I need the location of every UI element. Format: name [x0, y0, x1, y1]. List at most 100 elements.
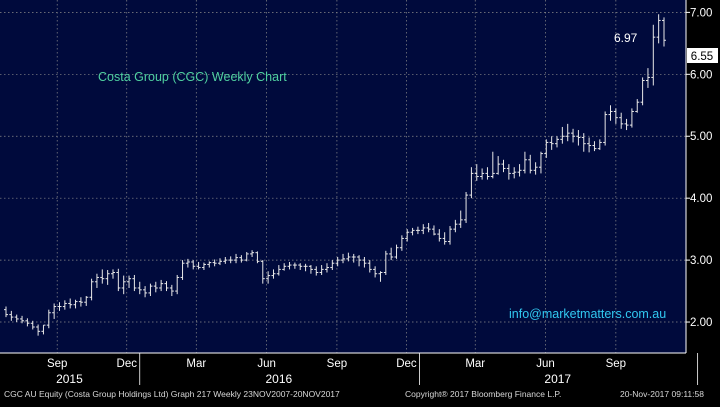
ohlc-bar: [597, 139, 602, 150]
ohlc-bar: [394, 244, 399, 259]
ohlc-bar: [94, 273, 99, 288]
ohlc-bar: [522, 151, 527, 174]
ohlc-bar: [506, 164, 511, 180]
ohlc-bar: [501, 159, 506, 173]
ohlc-bar: [250, 250, 255, 258]
ohlc-bar: [662, 17, 666, 47]
ohlc-bar: [351, 253, 356, 263]
watermark-text: info@marketmatters.com.au: [509, 307, 666, 321]
y-tick-label: 6.00: [690, 69, 712, 81]
x-month-label: Mar: [186, 358, 206, 370]
ohlc-bar: [314, 266, 319, 276]
ohlc-bar: [137, 281, 142, 295]
ohlc-bar: [276, 265, 281, 276]
ohlc-bar: [603, 111, 608, 146]
ohlc-bar: [367, 260, 372, 273]
ohlc-bar: [587, 137, 592, 153]
ohlc-bar: [555, 136, 560, 148]
ohlc-bar: [292, 262, 297, 269]
x-year-label: 2016: [265, 372, 292, 386]
ohlc-bar: [159, 279, 164, 292]
ohlc-bar: [234, 253, 239, 264]
x-axis: Sep Dec Mar Jun Sep Dec Mar Jun Sep 2015 2016 2017: [0, 352, 699, 386]
ohlc-bar: [207, 261, 212, 268]
ohlc-bar: [512, 167, 517, 179]
ohlc-bar: [308, 265, 313, 274]
grid-lines: [0, 0, 686, 353]
ohlc-bar: [645, 68, 650, 88]
y-tick-label: 2.00: [690, 317, 712, 329]
x-month-label: Sep: [47, 358, 67, 370]
ohlc-bar: [116, 268, 121, 292]
ohlc-bar: [78, 297, 83, 307]
ohlc-bar: [490, 151, 495, 179]
ohlc-bar: [549, 136, 554, 150]
ohlc-bar: [538, 151, 543, 174]
ohlc-bar: [212, 259, 217, 267]
y-tick-label: 3.00: [690, 255, 712, 267]
footer-bar: CGC AU Equity (Costa Group Holdings Ltd)…: [0, 387, 720, 402]
ohlc-bar: [57, 302, 62, 311]
ohlc-bar: [153, 281, 158, 293]
ohlc-bar: [185, 258, 190, 268]
ohlc-bar: [341, 253, 346, 264]
y-tick-label: 4.00: [690, 193, 712, 205]
ohlc-bar: [46, 309, 51, 329]
y-tick-label: 7.00: [690, 7, 712, 19]
ohlc-bar: [52, 303, 57, 319]
ohlc-bar: [608, 105, 613, 121]
plot-area: [0, 0, 686, 353]
ohlc-bar: [480, 168, 485, 180]
chart-title: Costa Group (CGC) Weekly Chart: [98, 70, 287, 84]
x-month-label: Sep: [606, 358, 626, 370]
ohlc-bar: [9, 310, 14, 321]
x-month-label: Mar: [465, 358, 485, 370]
high-price-label: 6.97: [614, 31, 638, 45]
last-price-box: [687, 48, 718, 63]
x-year-label: 2015: [56, 372, 83, 386]
ohlc-bar: [571, 128, 576, 143]
ohlc-bar: [410, 227, 415, 236]
footer-copyright: Copyright® 2017 Bloomberg Finance L.P.: [405, 389, 562, 399]
ohlc-bar: [319, 265, 324, 275]
ohlc-bar: [303, 263, 308, 272]
x-month-label: Dec: [117, 358, 138, 370]
ohlc-bar: [4, 306, 8, 318]
ohlc-bar: [201, 262, 206, 271]
ohlc-bar: [164, 281, 169, 292]
footer-security-info: CGC AU Equity (Costa Group Holdings Ltd)…: [4, 389, 340, 399]
ohlc-bar: [89, 278, 94, 301]
ohlc-bars: [4, 14, 666, 336]
ohlc-bar: [100, 269, 105, 284]
ohlc-bar: [110, 269, 115, 279]
ohlc-bar: [217, 258, 222, 266]
ohlc-bar: [565, 123, 570, 142]
ohlc-bar: [592, 141, 597, 152]
ohlc-bar: [560, 126, 565, 144]
ohlc-bar: [169, 284, 174, 297]
ohlc-bar: [228, 256, 233, 264]
ohlc-bar: [330, 260, 335, 271]
ohlc-bar: [458, 210, 463, 228]
ohlc-bar: [132, 274, 137, 292]
ohlc-bar: [287, 261, 292, 270]
ohlc-bar: [30, 320, 35, 330]
ohlc-bar: [260, 260, 265, 284]
ohlc-bar: [362, 257, 367, 268]
ohlc-bar: [635, 99, 640, 113]
ohlc-bar: [298, 263, 303, 271]
ohlc-bar: [453, 219, 458, 233]
ohlc-bar: [442, 232, 447, 245]
ohlc-bar: [517, 164, 522, 177]
ohlc-bar: [448, 226, 453, 245]
ohlc-bar: [41, 324, 46, 335]
ohlc-bar: [143, 286, 148, 298]
ohlc-bar: [62, 300, 67, 310]
ohlc-bar: [191, 260, 196, 270]
ohlc-bar: [121, 275, 126, 295]
ohlc-bar: [619, 112, 624, 129]
ohlc-bar: [255, 251, 260, 264]
ohlc-bar: [576, 130, 581, 146]
